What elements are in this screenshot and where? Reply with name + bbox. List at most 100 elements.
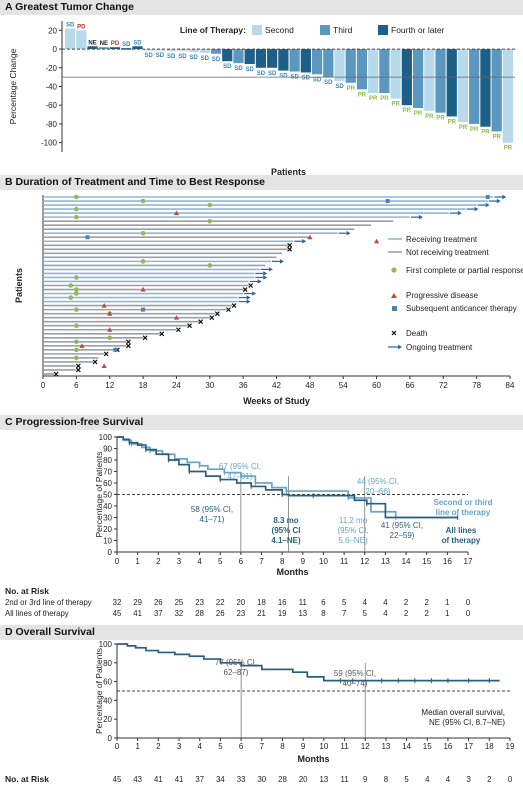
response-label: NE [100,41,108,47]
y-tick-label: 60 [103,479,112,488]
death-marker [242,287,248,292]
waterfall-bar [233,49,244,64]
x-tick-label: 5 [218,742,223,751]
panel-c-title: C Progression-free Survival [5,416,144,428]
y-tick-label: -100 [41,139,58,148]
ongoing-arrow-head [257,279,262,284]
x-tick-label: 0 [115,742,120,751]
risk-value: 32 [113,598,122,607]
waterfall-bar [356,49,368,90]
x-tick-label: 18 [485,742,494,751]
response-label: PR [380,96,389,102]
panel-a-header: A Greatest Tumor Change [0,0,523,15]
risk-value: 1 [445,609,449,618]
y-tick-label: 40 [103,502,112,511]
y-tick-label: 20 [48,26,57,35]
response-label: PR [403,108,412,114]
subsequent-therapy-marker [85,235,90,240]
panel-a-title: A Greatest Tumor Change [5,1,134,13]
legend-label: Second [265,25,294,35]
response-label: PR [481,130,490,136]
response-label: SD [223,64,232,70]
annotation-77: 77 (95% CI, [215,658,257,667]
response-label: SD [167,54,176,60]
annotation-41: 41 (95% CI, [381,521,423,530]
response-marker [74,347,79,353]
y-tick-label: 0 [53,45,58,54]
x-tick-label: 14 [402,742,411,751]
x-tick-label: 18 [139,381,148,390]
y-tick-label: -80 [45,120,57,129]
waterfall-bar [76,30,87,50]
death-marker [125,343,131,349]
annotation-112mo: 11.2 mo [339,516,368,525]
waterfall-bar [278,49,289,71]
risk-value: 29 [133,598,142,607]
risk-value: 8 [321,609,325,618]
risk-value: 23 [195,598,204,607]
x-tick-label: 13 [381,557,390,566]
risk-value: 3 [466,775,470,784]
response-marker [140,259,146,264]
ongoing-arrow-head [418,214,423,220]
risk-value: 34 [216,775,225,784]
y-tick-label: 20 [103,525,112,534]
response-label: SD [201,56,210,62]
risk-value: 2 [404,598,408,607]
risk-value: 45 [113,775,122,784]
response-marker [68,283,74,288]
progression-marker [79,343,85,348]
risk-value: 26 [216,609,225,618]
risk-value: 5 [342,598,347,607]
death-marker [92,359,98,365]
x-tick-label: 6 [239,557,244,566]
risk-value: 2 [487,775,491,784]
death-marker [75,367,81,373]
death-marker [226,307,231,313]
x-tick-label: 3 [177,742,182,751]
response-label: PR [448,119,457,125]
waterfall-bar [177,49,188,51]
risk-value: 4 [446,775,451,784]
x-tick-label: 36 [239,381,248,390]
annotation-67: 67 (95% CI, [219,462,261,471]
response-label: SD [145,53,154,59]
death-marker [53,371,59,377]
progression-marker [373,238,380,244]
x-tick-label: 8 [280,742,285,751]
response-marker [74,275,79,280]
x-axis-title: Months [298,754,330,764]
response-label: SD [156,53,165,59]
response-marker [207,218,213,224]
annotation-58: 58 (95% CI, [191,505,233,514]
risk-value: 43 [133,775,142,784]
waterfall-bar [379,49,390,94]
annotation-83mo-range: 4.1–NE) [271,536,301,545]
risk-value: 1 [445,598,449,607]
y-tick-label: 90 [103,445,112,454]
risk-value: 41 [175,775,184,784]
death-marker [209,315,215,321]
waterfall-bar [109,47,121,50]
x-tick-label: 42 [272,381,281,390]
response-marker [68,295,74,300]
waterfall-bar [368,49,379,94]
waterfall-bar [457,49,469,123]
km-curve [117,643,500,682]
x-tick-label: 0 [115,557,120,566]
subsequent-therapy-marker [113,347,118,352]
subsequent-therapy-marker [385,199,390,204]
x-tick-label: 4 [198,742,203,751]
response-marker [74,206,79,212]
response-label: SD [133,40,142,46]
response-label: SD [324,80,333,86]
x-tick-label: 12 [361,742,370,751]
waterfall-bar [412,49,424,109]
death-marker [103,351,109,357]
risk-value: 5 [404,775,409,784]
x-axis-title: Weeks of Study [243,396,310,406]
waterfall-bar [244,49,255,65]
response-marker [74,287,79,292]
